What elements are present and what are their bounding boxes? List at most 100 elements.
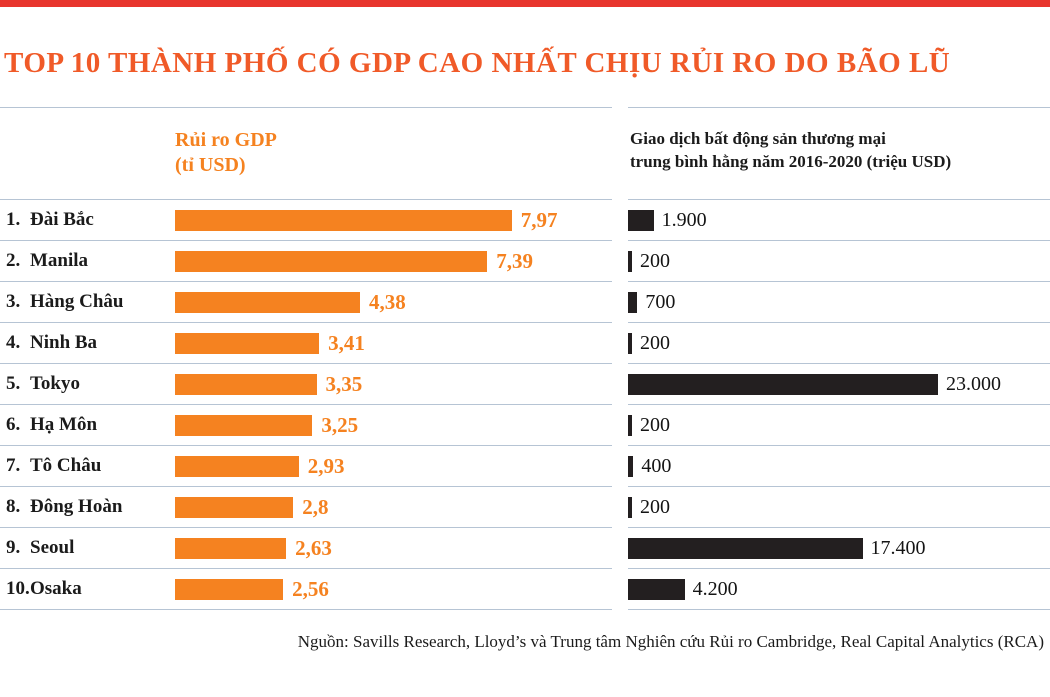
rank-label: 9.	[6, 537, 21, 559]
top-accent-bar	[0, 0, 1050, 7]
gdp-cell: 3. Hàng Châu 4,38	[0, 281, 612, 322]
gdp-bar	[175, 537, 287, 559]
gdp-cell: 8. Đông Hoàn 2,8	[0, 486, 612, 527]
city-label: Hạ Môn	[30, 414, 98, 436]
city-label: Seoul	[30, 537, 75, 559]
transaction-cell: 200	[628, 322, 1050, 363]
column-gap	[612, 445, 628, 486]
gdp-value-label: 3,41	[328, 330, 365, 355]
column-header-row: Rủi ro GDP (tỉ USD) Giao dịch bất động s…	[0, 107, 1050, 199]
transaction-column-header: Giao dịch bất động sản thương mại trung …	[628, 128, 1050, 174]
gdp-column-header: Rủi ro GDP (tỉ USD)	[175, 128, 612, 178]
transaction-value-label: 400	[641, 454, 672, 477]
gdp-cell: 9. Seoul 2,63	[0, 527, 612, 568]
city-label: Ninh Ba	[30, 332, 98, 354]
rank-label: 10.	[6, 578, 30, 600]
transaction-bar	[628, 373, 938, 395]
transaction-value-label: 23.000	[946, 372, 1001, 395]
city-label: Tô Châu	[30, 455, 102, 477]
column-gap	[612, 527, 628, 568]
column-header-right: Giao dịch bất động sản thương mại trung …	[628, 107, 1050, 199]
gdp-cell: 6. Hạ Môn 3,25	[0, 404, 612, 445]
gdp-bar	[175, 414, 313, 436]
column-gap	[612, 404, 628, 445]
gdp-column-header-line2: (tỉ USD)	[175, 154, 246, 177]
gdp-bar	[175, 496, 294, 518]
transaction-bar	[628, 496, 632, 518]
transaction-bar	[628, 291, 638, 313]
gdp-value-label: 2,63	[295, 535, 332, 560]
city-label: Hàng Châu	[30, 291, 124, 313]
gdp-bar	[175, 332, 320, 354]
transaction-bar	[628, 332, 632, 354]
column-gap	[612, 199, 628, 240]
gdp-value-label: 3,25	[321, 412, 359, 437]
table-row: 4. Ninh Ba 3,41 200	[0, 322, 1050, 363]
gdp-bar	[175, 373, 317, 395]
transaction-value-label: 700	[645, 290, 676, 313]
city-label: Manila	[30, 250, 89, 272]
rank-label: 6.	[6, 414, 21, 436]
rank-label: 7.	[6, 455, 21, 477]
transaction-bar	[628, 209, 654, 231]
transaction-bar	[628, 578, 685, 600]
gdp-cell: 7. Tô Châu 2,93	[0, 445, 612, 486]
column-gap	[612, 322, 628, 363]
transaction-column-header-line2: trung bình hằng năm 2016-2020 (triệu USD…	[630, 152, 952, 172]
city-label: Đài Bắc	[30, 209, 94, 231]
transaction-value-label: 200	[640, 495, 670, 518]
transaction-value-label: 200	[640, 249, 670, 272]
gdp-value-label: 4,38	[369, 289, 406, 314]
table-row: 7. Tô Châu 2,93 400	[0, 445, 1050, 486]
table-row: 10. Osaka 2,56 4.200	[0, 568, 1050, 609]
table-row: 8. Đông Hoàn 2,8 200	[0, 486, 1050, 527]
bottom-border-row	[0, 609, 1050, 611]
gdp-value-label: 7,97	[520, 207, 558, 232]
rows: 1. Đài Bắc 7,97 1.900 2. Manila 7,39 200 3. Hàng …	[0, 199, 1050, 609]
gdp-bar	[175, 455, 299, 477]
city-label: Osaka	[30, 578, 82, 600]
rank-label: 3.	[6, 291, 21, 313]
gdp-bar	[175, 250, 488, 272]
transaction-bar	[628, 414, 632, 436]
table-row: 6. Hạ Môn 3,25 200	[0, 404, 1050, 445]
chart: Rủi ro GDP (tỉ USD) Giao dịch bất động s…	[0, 107, 1050, 611]
gdp-bar	[175, 578, 284, 600]
gdp-value-label: 7,39	[496, 248, 533, 273]
gdp-value-label: 2,8	[302, 494, 329, 519]
table-row: 3. Hàng Châu 4,38 700	[0, 281, 1050, 322]
transaction-cell: 17.400	[628, 527, 1050, 568]
transaction-cell: 200	[628, 486, 1050, 527]
rank-label: 1.	[6, 209, 21, 231]
transaction-bar	[628, 455, 634, 477]
gdp-cell: 1. Đài Bắc 7,97	[0, 199, 612, 240]
transaction-column-header-line1: Giao dịch bất động sản thương mại	[630, 129, 886, 149]
transaction-cell: 200	[628, 240, 1050, 281]
rank-label: 2.	[6, 250, 21, 272]
transaction-cell: 700	[628, 281, 1050, 322]
gdp-cell: 5. Tokyo 3,35	[0, 363, 612, 404]
rank-label: 4.	[6, 332, 21, 354]
rank-label: 8.	[6, 496, 21, 518]
gdp-bar	[175, 291, 361, 313]
transaction-cell: 400	[628, 445, 1050, 486]
column-gap	[612, 363, 628, 404]
column-gap	[612, 281, 628, 322]
transaction-value-label: 1.900	[661, 208, 707, 231]
gdp-cell: 10. Osaka 2,56	[0, 568, 612, 609]
column-header-left: Rủi ro GDP (tỉ USD)	[0, 107, 612, 199]
transaction-bar	[628, 250, 632, 272]
transaction-value-label: 200	[640, 331, 670, 354]
gdp-value-label: 2,56	[292, 576, 329, 601]
transaction-value-label: 17.400	[870, 536, 926, 559]
city-label: Tokyo	[30, 373, 80, 395]
source-note: Nguồn: Savills Research, Lloyd’s và Trun…	[297, 632, 1044, 652]
city-label: Đông Hoàn	[30, 496, 123, 518]
gdp-value-label: 2,93	[307, 453, 345, 478]
column-gap	[612, 107, 628, 199]
rank-label: 5.	[6, 373, 21, 395]
gdp-cell: 4. Ninh Ba 3,41	[0, 322, 612, 363]
page-title: TOP 10 THÀNH PHỐ CÓ GDP CAO NHẤT CHỊU RỦ…	[4, 47, 951, 80]
column-gap	[612, 486, 628, 527]
transaction-value-label: 200	[640, 413, 670, 436]
